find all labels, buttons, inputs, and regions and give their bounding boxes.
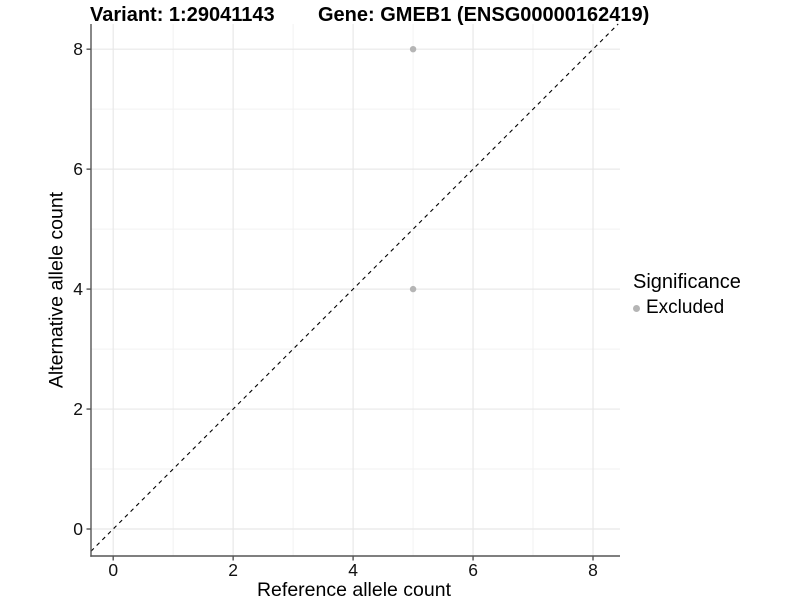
x-tick-label: 6 [468, 560, 478, 580]
legend-item-label: Excluded [646, 297, 725, 318]
legend: Significance Excluded [633, 271, 741, 319]
data-point [409, 45, 417, 53]
x-tick-label: 8 [588, 560, 598, 580]
identity-dashed-line [90, 23, 619, 552]
y-tick-label: 6 [73, 159, 83, 179]
y-tick-label: 0 [73, 519, 83, 539]
y-axis-title: Alternative allele count [45, 191, 68, 389]
title-variant: Variant: 1:29041143 [90, 4, 275, 26]
legend-item: Excluded [633, 297, 741, 319]
x-tick-label: 0 [108, 560, 118, 580]
x-tick-label: 4 [348, 560, 358, 580]
y-tick-label: 2 [73, 399, 83, 419]
data-point [409, 285, 417, 293]
legend-point-icon [633, 304, 640, 312]
y-tick-label: 8 [73, 39, 83, 59]
legend-title: Significance [633, 271, 741, 293]
title-gene: Gene: GMEB1 (ENSG00000162419) [318, 4, 650, 26]
x-axis-title: Reference allele count [256, 579, 452, 600]
y-tick-label: 4 [73, 279, 83, 299]
x-tick-label: 2 [228, 560, 238, 580]
